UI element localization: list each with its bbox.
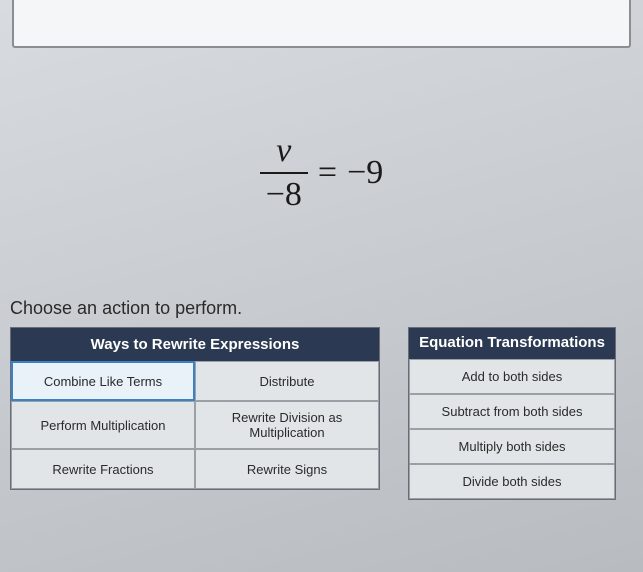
rewrite-header: Ways to Rewrite Expressions xyxy=(11,328,379,361)
equation-numerator: v xyxy=(270,132,297,172)
equation-fraction: v −8 xyxy=(260,132,308,214)
equation: v −8 = −9 xyxy=(260,132,384,214)
rewrite-distribute[interactable]: Distribute xyxy=(195,361,379,401)
action-prompt: Choose an action to perform. xyxy=(0,298,643,327)
equation-denominator: −8 xyxy=(260,174,308,214)
equation-rhs: −9 xyxy=(347,154,383,192)
transformations-header: Equation Transformations xyxy=(409,328,615,359)
transform-subtract-both-sides[interactable]: Subtract from both sides xyxy=(409,394,615,429)
transform-multiply-both-sides[interactable]: Multiply both sides xyxy=(409,429,615,464)
rewrite-grid: Combine Like Terms Distribute Perform Mu… xyxy=(11,361,379,489)
equation-transformations-panel: Equation Transformations Add to both sid… xyxy=(408,327,616,500)
transform-divide-both-sides[interactable]: Divide both sides xyxy=(409,464,615,499)
rewrite-expressions-panel: Ways to Rewrite Expressions Combine Like… xyxy=(10,327,380,490)
rewrite-division-as-multiplication[interactable]: Rewrite Division as Multiplication xyxy=(195,401,379,449)
transform-add-both-sides[interactable]: Add to both sides xyxy=(409,359,615,394)
rewrite-combine-like-terms[interactable]: Combine Like Terms xyxy=(11,361,195,401)
rewrite-fractions[interactable]: Rewrite Fractions xyxy=(11,449,195,489)
equation-display: v −8 = −9 xyxy=(0,48,643,298)
equation-equals: = xyxy=(318,154,337,192)
rewrite-perform-multiplication[interactable]: Perform Multiplication xyxy=(11,401,195,449)
transformations-list: Add to both sides Subtract from both sid… xyxy=(409,359,615,499)
rewrite-signs[interactable]: Rewrite Signs xyxy=(195,449,379,489)
action-tables: Ways to Rewrite Expressions Combine Like… xyxy=(0,327,643,500)
top-panel xyxy=(12,0,631,48)
